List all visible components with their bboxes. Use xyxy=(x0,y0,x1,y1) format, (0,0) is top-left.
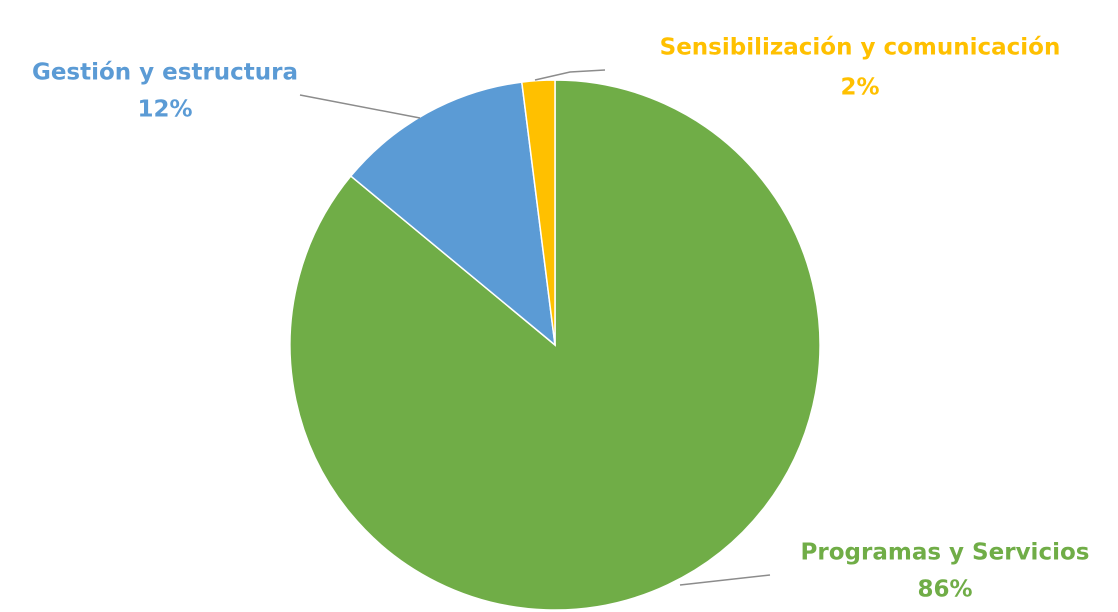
slice-label: Sensibilización y comunicación xyxy=(660,35,1061,61)
slice-value-label: 2% xyxy=(840,75,879,101)
pie-slice xyxy=(520,79,556,346)
slice-label: Gestión y estructura xyxy=(32,60,298,86)
pie-slice xyxy=(349,81,556,347)
slice-label: Programas y Servicios xyxy=(801,540,1090,566)
leader-line xyxy=(299,94,421,119)
slice-value-label: 86% xyxy=(917,577,972,603)
leader-line xyxy=(679,574,771,586)
slice-value-label: 12% xyxy=(137,97,192,123)
leader-line xyxy=(534,69,606,81)
